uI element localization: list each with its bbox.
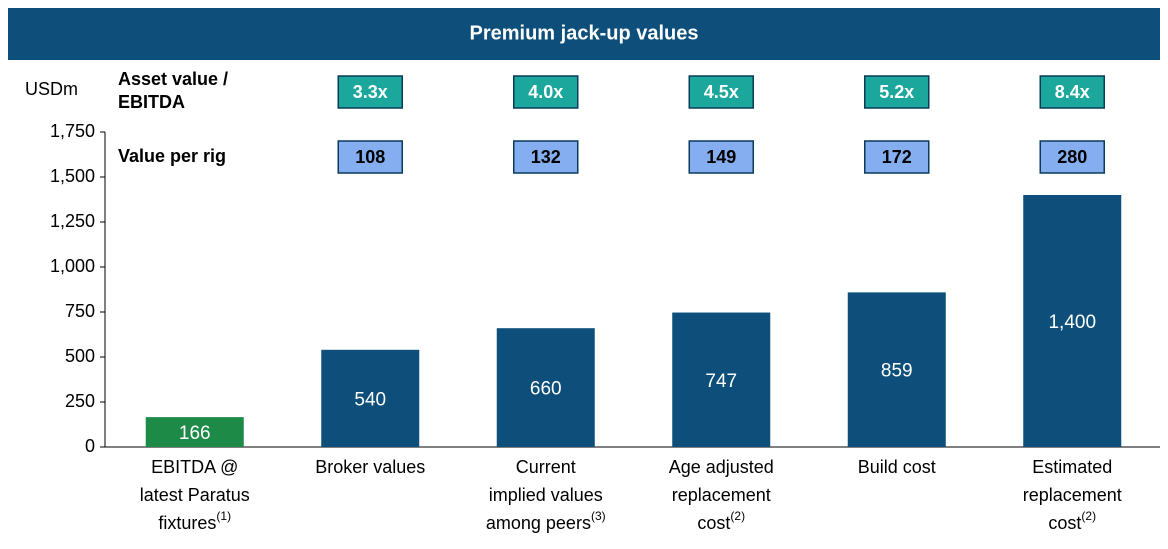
value-label: 540 — [354, 389, 386, 410]
unit-label: USDm — [25, 79, 78, 99]
value-label: 166 — [179, 423, 211, 444]
chart-title: Premium jack-up values — [470, 22, 699, 44]
multiple-box — [1039, 75, 1105, 109]
multiple-box — [864, 75, 930, 109]
per-rig-label: 149 — [706, 147, 736, 167]
per-rig-label: 108 — [355, 147, 385, 167]
row-label: Asset value / — [118, 69, 228, 89]
per-rig-label: 280 — [1057, 147, 1087, 167]
x-tick-label-text: implied values — [489, 485, 603, 505]
x-tick-label-text: EBITDA @ — [151, 457, 238, 477]
x-tick-label: Current — [516, 457, 576, 477]
x-tick-label-text: replacement — [1023, 485, 1122, 505]
x-tick-label: Estimated — [1032, 457, 1112, 477]
y-tick-label: 1,250 — [50, 211, 95, 231]
x-tick-label: Build cost — [858, 457, 936, 477]
x-tick-label-text: fixtures — [158, 513, 216, 533]
y-tick-label: 250 — [65, 391, 95, 411]
multiple-label: 3.3x — [353, 82, 388, 102]
footnote-mark: (3) — [591, 509, 606, 523]
x-tick-label: Broker values — [315, 457, 425, 477]
x-tick-label-text: cost — [697, 513, 730, 533]
x-tick-label-text: replacement — [672, 485, 771, 505]
x-tick-label: replacement — [1023, 485, 1122, 505]
value-label: 660 — [530, 379, 562, 400]
x-tick-label-text: Estimated — [1032, 457, 1112, 477]
value-label: 1,400 — [1048, 312, 1096, 333]
per-rig-box — [1039, 140, 1105, 174]
per-rig-box — [688, 140, 754, 174]
x-tick-label-text: Age adjusted — [669, 457, 774, 477]
per-rig-label: 172 — [882, 147, 912, 167]
y-tick-label: 500 — [65, 346, 95, 366]
x-tick-label-text: Current — [516, 457, 576, 477]
x-tick-label-text: Broker values — [315, 457, 425, 477]
x-tick-label: replacement — [672, 485, 771, 505]
x-tick-label-text: latest Paratus — [140, 485, 250, 505]
x-tick-label: latest Paratus — [140, 485, 250, 505]
per-rig-label: 132 — [531, 147, 561, 167]
x-tick-label: implied values — [489, 485, 603, 505]
per-rig-box — [864, 140, 930, 174]
y-tick-label: 750 — [65, 301, 95, 321]
multiple-label: 4.0x — [528, 82, 563, 102]
bar — [1023, 195, 1122, 447]
bar — [321, 349, 420, 447]
y-tick-label: 1,500 — [50, 166, 95, 186]
x-tick-label: cost(2) — [697, 509, 745, 533]
bar — [672, 312, 771, 447]
footnote-mark: (1) — [216, 509, 231, 523]
multiple-box — [337, 75, 403, 109]
x-tick-label: EBITDA @ — [151, 457, 238, 477]
y-tick-label: 0 — [85, 436, 95, 456]
value-label: 859 — [881, 361, 913, 382]
bar — [847, 292, 946, 447]
row-label: Value per rig — [118, 146, 226, 166]
multiple-box — [688, 75, 754, 109]
per-rig-box — [337, 140, 403, 174]
multiple-label: 4.5x — [704, 82, 739, 102]
per-rig-box — [513, 140, 579, 174]
y-tick-label: 1,000 — [50, 256, 95, 276]
bar — [145, 417, 244, 447]
bar — [496, 328, 595, 447]
row-label: EBITDA — [118, 92, 185, 112]
x-tick-label-text: among peers — [486, 513, 591, 533]
x-tick-label: Age adjusted — [669, 457, 774, 477]
x-tick-label: among peers(3) — [486, 509, 606, 533]
multiple-label: 5.2x — [879, 82, 914, 102]
footnote-mark: (2) — [730, 509, 745, 523]
x-tick-label: fixtures(1) — [158, 509, 231, 533]
x-tick-label-text: Build cost — [858, 457, 936, 477]
title-banner — [8, 8, 1160, 60]
x-tick-label-text: cost — [1048, 513, 1081, 533]
multiple-box — [513, 75, 579, 109]
value-label: 747 — [705, 371, 737, 392]
y-tick-label: 1,750 — [50, 121, 95, 141]
x-tick-label: cost(2) — [1048, 509, 1096, 533]
multiple-label: 8.4x — [1055, 82, 1090, 102]
footnote-mark: (2) — [1081, 509, 1096, 523]
